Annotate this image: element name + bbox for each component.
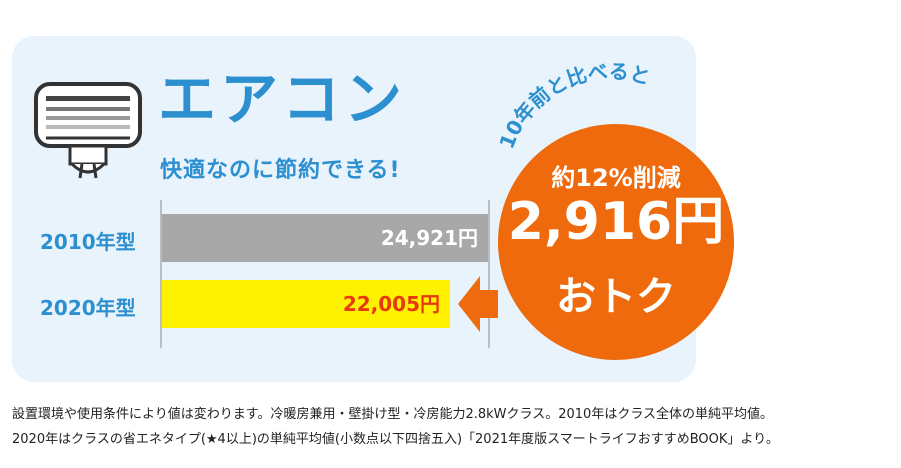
page-title: エアコン xyxy=(158,65,407,133)
bar-2020: 22,005円 xyxy=(162,280,450,328)
footnote-line1: 設置環境や使用条件により値は変わります。冷暖房兼用・壁掛け型・冷房能力2.8kW… xyxy=(12,407,774,422)
arrow-left-icon xyxy=(458,276,498,332)
axis-line-right xyxy=(488,200,490,348)
bar-label-2020: 2020年型 xyxy=(40,296,136,320)
savings-badge: 約12%削減 2,916円 おトク xyxy=(498,124,734,360)
axis-line-left xyxy=(160,200,162,348)
bar-label-2010: 2010年型 xyxy=(40,230,136,254)
bar-value-2020: 22,005円 xyxy=(342,292,440,316)
page-subtitle: 快適なのに節約できる! xyxy=(160,158,401,183)
savings-caption: おトク xyxy=(556,274,676,320)
footnote-line2: 2020年はクラスの省エネタイプ(★4以上)の単純平均値(小数点以下四捨五入)「… xyxy=(12,432,779,447)
bar-2010: 24,921円 xyxy=(162,214,488,262)
savings-amount: 2,916円 xyxy=(507,192,725,252)
air-conditioner-icon xyxy=(34,82,142,179)
savings-rate: 約12%削減 xyxy=(551,164,681,192)
bar-value-2010: 24,921円 xyxy=(380,226,478,250)
